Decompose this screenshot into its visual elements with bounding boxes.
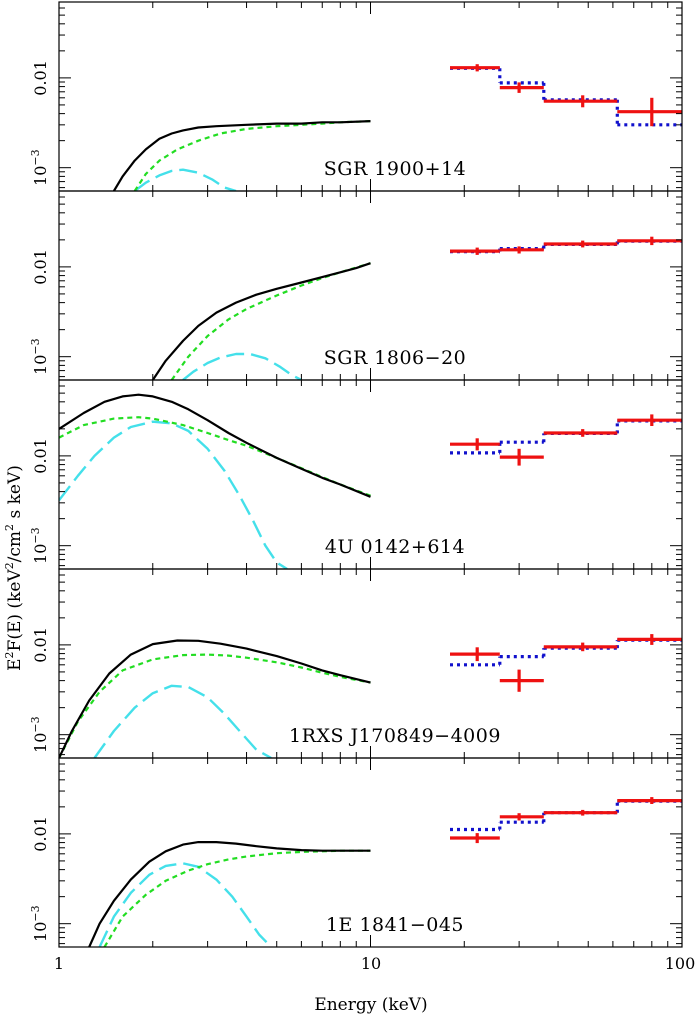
y-axis-title-kev-exp: 2 (3, 562, 16, 569)
y-axis-title-cm-exp: 2 (3, 524, 16, 531)
y-tick-label-1e-3: 10−3 (29, 905, 50, 942)
panel-3: 0.01 10−3 4U 0142+614 (29, 379, 683, 570)
y-tick-label-1e-3: 10−3 (29, 149, 50, 186)
panel-5: 0.01 10−3 1E 1841−045 (29, 757, 683, 948)
x-tick-label-1: 1 (54, 954, 64, 973)
plot-area (151, 236, 682, 380)
y-tick-label-1e-3: 10−3 (29, 716, 50, 753)
y-tick-label-1e-3-base: 10 (31, 922, 50, 942)
y-tick-label-1e-3-base: 10 (31, 544, 50, 564)
plot-area (88, 797, 682, 947)
source-label: 1RXS J170849−4009 (289, 725, 501, 747)
x-tick-label-10: 10 (361, 954, 381, 973)
y-axis-title-e-exp: 2 (3, 651, 16, 658)
y-tick-label-1e-3-base: 10 (31, 355, 50, 375)
source-label: 1E 1841−045 (326, 914, 464, 936)
powerlaw-component-line (170, 262, 371, 380)
blackbody-component-line (93, 684, 272, 758)
total-model-line (59, 393, 371, 498)
total-model-line (151, 262, 371, 380)
panel-2: 0.01 10−3 SGR 1806−20 (29, 190, 683, 381)
plot-area (112, 64, 682, 191)
panel-1: 0.01 10−3 SGR 1900+14 (29, 1, 683, 192)
y-axis-title-e: E (5, 658, 25, 670)
blackbody-component-line (133, 168, 237, 191)
y-axis-title-tail: s keV) (5, 465, 25, 524)
powerlaw-component-line (133, 120, 371, 191)
y-tick-label-1e-3-exp: −3 (29, 149, 42, 165)
total-model-line (88, 840, 371, 947)
y-tick-label-1e-3-exp: −3 (29, 527, 42, 543)
y-tick-label-0.01: 0.01 (31, 438, 50, 474)
y-tick-label-0.01: 0.01 (31, 627, 50, 663)
y-tick-label-1e-3-exp: −3 (29, 338, 42, 354)
blackbody-component-line (59, 420, 288, 569)
total-model-line (59, 639, 371, 758)
y-tick-label-1e-3: 10−3 (29, 527, 50, 564)
x-axis-title: Energy (keV) (314, 995, 427, 1015)
y-tick-label-1e-3-base: 10 (31, 733, 50, 753)
y-tick-label-0.01: 0.01 (31, 60, 50, 96)
y-tick-label-1e-3-exp: −3 (29, 905, 42, 921)
source-label: 4U 0142+614 (325, 536, 465, 558)
y-tick-label-1e-3-exp: −3 (29, 716, 42, 732)
y-axis-title-per-cm: /cm (5, 531, 25, 562)
powerlaw-component-line (59, 653, 371, 758)
source-label: SGR 1806−20 (324, 347, 467, 369)
y-tick-label-1e-3: 10−3 (29, 338, 50, 375)
x-tick-labels: 1 10 100 (54, 954, 695, 973)
x-tick-label-100: 100 (665, 954, 696, 973)
panel-4: 0.01 10−3 1RXS J170849−4009 (29, 568, 683, 759)
plot-area (59, 634, 682, 758)
blackbody-component-line (182, 352, 302, 380)
source-label: SGR 1900+14 (324, 158, 467, 180)
total-model-line (112, 120, 371, 191)
plot-area (59, 393, 682, 569)
y-tick-label-0.01: 0.01 (31, 249, 50, 285)
blackbody-component-line (98, 862, 273, 947)
y-tick-label-1e-3-base: 10 (31, 166, 50, 186)
y-tick-label-0.01: 0.01 (31, 816, 50, 852)
y-axis-title-f: F(E) (keV (5, 569, 25, 652)
y-axis-title: E2F(E) (keV2/cm2 s keV) (3, 465, 25, 671)
